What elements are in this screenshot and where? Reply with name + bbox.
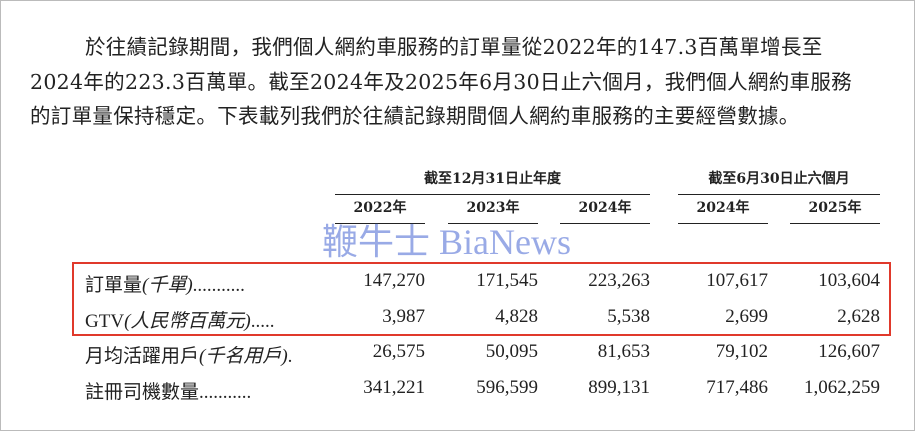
row-label-text: GTV — [85, 311, 125, 332]
table-cell: 147,270 — [363, 270, 425, 291]
paragraph-line: 於往績記錄期間，我們個人網約車服務的訂單量從2022年的147.3百萬單增長至 — [85, 35, 823, 59]
paragraph-line: 2024年的223.3百萬單。截至2024年及2025年6月30日止六個月，我們… — [30, 69, 852, 94]
row-label-text: 註冊司機數量 — [85, 382, 200, 403]
header-group-six-months: 截至6月30日止六個月 — [678, 168, 880, 195]
table-row: 註冊司機數量........... 341,221 596,599 899,131 71… — [85, 377, 880, 407]
watermark: 鞭牛士 BiaNews — [322, 222, 571, 262]
header-year: 2024年 — [560, 197, 650, 224]
header-group-fiscal-year: 截至12月31日止年度 — [335, 168, 650, 195]
row-leader-dots: ........... — [199, 382, 252, 403]
row-unit: (千單) — [142, 275, 193, 296]
table-cell: 26,575 — [372, 341, 425, 362]
header-year: 2024年 — [678, 197, 768, 224]
table-cell: 3,987 — [382, 306, 425, 327]
highlight-box — [72, 262, 891, 336]
table-cell: 899,131 — [588, 377, 650, 398]
row-label: 註冊司機數量........... — [85, 377, 251, 404]
table-cell: 107,617 — [706, 270, 768, 291]
row-unit: (千名用戶) — [199, 346, 288, 367]
table-cell: 1,062,259 — [804, 377, 880, 398]
paragraph-line: 的訂單量保持穩定。下表載列我們於往績記錄期間個人網約車服務的主要經營數據。 — [30, 104, 800, 128]
table-cell: 596,599 — [476, 377, 538, 398]
table-cell: 79,102 — [715, 341, 768, 362]
table-row: GTV(人民幣百萬元)..... 3,987 4,828 5,538 2,699 2,62… — [85, 306, 880, 336]
header-year: 2023年 — [448, 197, 538, 224]
table-cell: 2,699 — [725, 306, 768, 327]
table-cell: 2,628 — [837, 306, 880, 327]
table-cell: 126,607 — [818, 341, 880, 362]
table-row: 訂單量(千單)........... 147,270 171,545 223,263 1… — [85, 270, 880, 300]
table-cell: 81,653 — [597, 341, 650, 362]
table-cell: 171,545 — [476, 270, 538, 291]
row-label-text: 訂單量 — [85, 275, 143, 296]
table-cell: 341,221 — [363, 377, 425, 398]
row-leader-dots: ..... — [250, 311, 275, 332]
row-label: GTV(人民幣百萬元)..... — [85, 306, 274, 333]
row-leader-dots: ........... — [192, 275, 245, 296]
table-row: 月均活躍用戶(千名用戶). 26,575 50,095 81,653 79,102 126… — [85, 341, 880, 371]
table-cell: 223,263 — [588, 270, 650, 291]
table-cell: 717,486 — [706, 377, 768, 398]
table-cell: 4,828 — [495, 306, 538, 327]
row-label: 月均活躍用戶(千名用戶). — [85, 341, 292, 368]
row-label-text: 月均活躍用戶 — [85, 346, 200, 367]
row-unit: (人民幣百萬元) — [124, 311, 251, 332]
table-cell: 5,538 — [607, 306, 650, 327]
row-leader-dots: . — [287, 346, 293, 367]
body-paragraph: 於往績記錄期間，我們個人網約車服務的訂單量從2022年的147.3百萬單增長至 … — [30, 30, 890, 134]
row-label: 訂單量(千單)........... — [85, 270, 245, 297]
header-year: 2025年 — [790, 197, 880, 224]
header-year: 2022年 — [335, 197, 425, 224]
table-cell: 103,604 — [818, 270, 880, 291]
table-cell: 50,095 — [485, 341, 538, 362]
